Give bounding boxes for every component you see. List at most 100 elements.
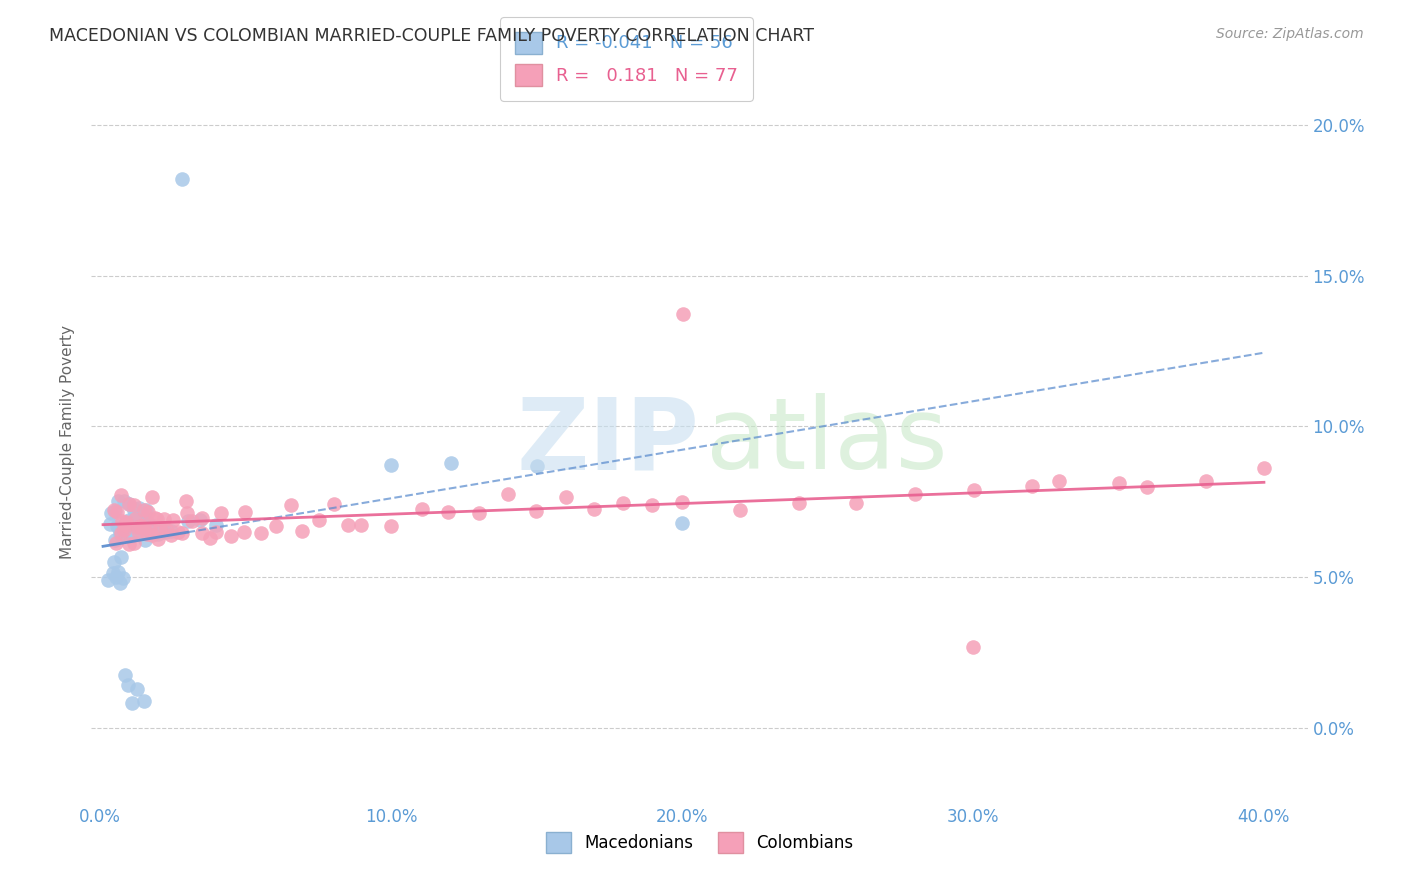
Point — [1195, 474, 1218, 488]
Point — [139, 523, 162, 537]
Point — [437, 505, 460, 519]
Point — [160, 528, 183, 542]
Point — [235, 506, 257, 520]
Point — [129, 523, 152, 537]
Point — [120, 529, 142, 543]
Point — [124, 498, 146, 512]
Point — [612, 496, 634, 510]
Point — [728, 503, 751, 517]
Point — [582, 501, 605, 516]
Point — [118, 537, 141, 551]
Point — [190, 526, 212, 541]
Point — [136, 516, 159, 531]
Legend: Macedonians, Colombians: Macedonians, Colombians — [538, 826, 860, 860]
Point — [105, 536, 128, 550]
Point — [142, 519, 165, 533]
Point — [155, 522, 177, 536]
Point — [117, 678, 139, 692]
Point — [118, 529, 141, 543]
Point — [121, 696, 143, 710]
Point — [1108, 476, 1130, 491]
Point — [129, 505, 152, 519]
Point — [291, 524, 314, 539]
Point — [100, 506, 122, 520]
Y-axis label: Married-Couple Family Poverty: Married-Couple Family Poverty — [60, 325, 76, 558]
Point — [129, 518, 152, 533]
Point — [963, 483, 986, 497]
Text: atlas: atlas — [706, 393, 948, 490]
Point — [112, 493, 135, 508]
Point — [134, 518, 156, 533]
Point — [127, 520, 149, 534]
Point — [280, 498, 302, 512]
Point — [205, 524, 228, 539]
Point — [121, 500, 143, 515]
Point — [141, 490, 163, 504]
Text: ZIP: ZIP — [516, 393, 699, 490]
Point — [98, 516, 121, 531]
Text: MACEDONIAN VS COLOMBIAN MARRIED-COUPLE FAMILY POVERTY CORRELATION CHART: MACEDONIAN VS COLOMBIAN MARRIED-COUPLE F… — [49, 27, 814, 45]
Point — [112, 523, 135, 537]
Point — [209, 506, 232, 520]
Point — [181, 515, 204, 529]
Point — [134, 533, 156, 547]
Point — [149, 523, 172, 537]
Point — [110, 526, 132, 541]
Point — [170, 526, 193, 541]
Point — [103, 556, 125, 570]
Point — [112, 523, 135, 537]
Point — [105, 570, 128, 584]
Point — [132, 694, 155, 708]
Point — [219, 529, 242, 543]
Point — [380, 519, 402, 533]
Point — [125, 682, 148, 697]
Point — [162, 513, 184, 527]
Point — [167, 524, 190, 539]
Point — [134, 503, 156, 517]
Point — [1253, 461, 1275, 475]
Point — [97, 573, 120, 587]
Point — [170, 171, 193, 186]
Point — [641, 498, 664, 512]
Point — [115, 518, 138, 533]
Point — [105, 519, 128, 533]
Point — [124, 506, 146, 520]
Point — [110, 550, 132, 565]
Point — [153, 511, 176, 525]
Point — [233, 525, 256, 540]
Point — [103, 503, 125, 517]
Point — [468, 506, 491, 520]
Point — [128, 524, 150, 538]
Point — [526, 458, 548, 473]
Point — [135, 503, 157, 517]
Point — [107, 493, 129, 508]
Point — [555, 491, 578, 505]
Point — [190, 511, 212, 525]
Point — [115, 515, 138, 529]
Point — [146, 527, 169, 541]
Point — [110, 488, 132, 502]
Point — [249, 525, 271, 540]
Point — [111, 571, 134, 585]
Point — [198, 531, 221, 545]
Point — [153, 525, 176, 540]
Point — [176, 506, 198, 520]
Point — [160, 524, 183, 538]
Point — [132, 511, 155, 525]
Point — [128, 500, 150, 515]
Point — [136, 505, 159, 519]
Point — [111, 514, 134, 528]
Point — [101, 566, 124, 580]
Point — [146, 512, 169, 526]
Point — [411, 502, 433, 516]
Point — [672, 307, 695, 321]
Point — [188, 513, 211, 527]
Point — [104, 533, 127, 548]
Point — [962, 640, 984, 655]
Point — [104, 504, 127, 518]
Point — [787, 496, 810, 510]
Point — [337, 518, 360, 533]
Point — [110, 527, 132, 541]
Point — [904, 487, 927, 501]
Point — [205, 517, 228, 532]
